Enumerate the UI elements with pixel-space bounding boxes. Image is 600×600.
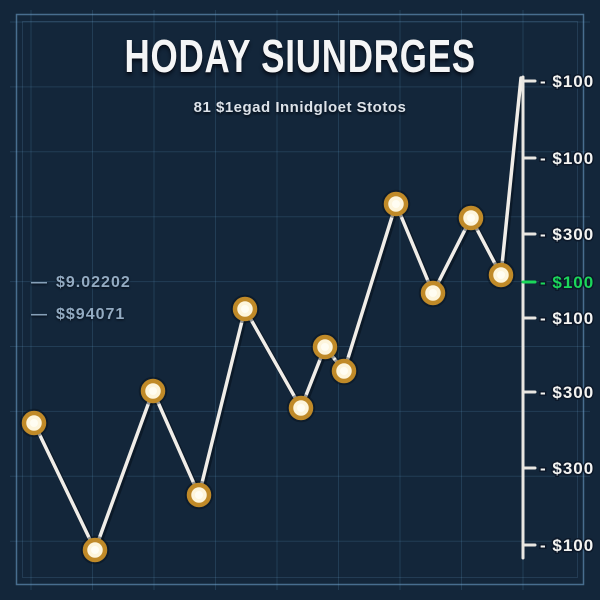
annotation-text: $9.02202 — [56, 274, 131, 291]
data-point-core — [467, 214, 475, 222]
data-point-core — [195, 491, 203, 499]
chart-frame — [15, 13, 585, 586]
data-point-core — [321, 343, 329, 351]
data-point-core — [497, 271, 505, 279]
chart-subtitle: 81 $1egad Innidgloet Stotos — [193, 99, 407, 116]
y-axis-tick-label: - $100 — [540, 273, 594, 292]
data-point-halo — [381, 189, 411, 219]
data-point-core — [149, 387, 157, 395]
data-point-halo — [329, 356, 359, 386]
annotation-text: $$94071 — [56, 306, 126, 323]
annotation-dash: — — [31, 306, 48, 323]
subtitle-row: 81 $1egad Innidgloet Stotos — [0, 99, 600, 117]
data-point-halo — [184, 480, 214, 510]
data-point-core — [297, 404, 305, 412]
y-axis-tick-label: - $100 — [540, 536, 594, 555]
data-point-halo — [486, 260, 516, 290]
y-axis-tick-label: - $300 — [540, 225, 594, 244]
y-axis-tick-label: - $300 — [540, 383, 594, 402]
data-point-halo — [456, 203, 486, 233]
data-point-halo — [138, 376, 168, 406]
data-point-halo — [286, 393, 316, 423]
data-point-halo — [418, 278, 448, 308]
data-point-core — [91, 546, 99, 554]
data-point-halo — [230, 294, 260, 324]
data-point-core — [241, 305, 249, 313]
y-axis-tick-label: - $100 — [540, 309, 594, 328]
annotation-dash: — — [31, 274, 48, 291]
data-point-core — [30, 419, 38, 427]
chart-frame-inner — [22, 21, 578, 578]
data-point-halo — [80, 535, 110, 565]
y-axis-tick-label: - $300 — [540, 459, 594, 478]
data-point-halo — [19, 408, 49, 438]
data-point-core — [392, 200, 400, 208]
data-point-core — [429, 289, 437, 297]
data-point-halo — [310, 332, 340, 362]
y-axis-tick-label: - $100 — [540, 149, 594, 168]
y-axis-tick-label: - $100 — [540, 72, 594, 91]
left-annotation-2: — $$94071 — [31, 306, 125, 324]
data-point-core — [340, 367, 348, 375]
left-annotation-1: — $9.02202 — [31, 274, 131, 292]
